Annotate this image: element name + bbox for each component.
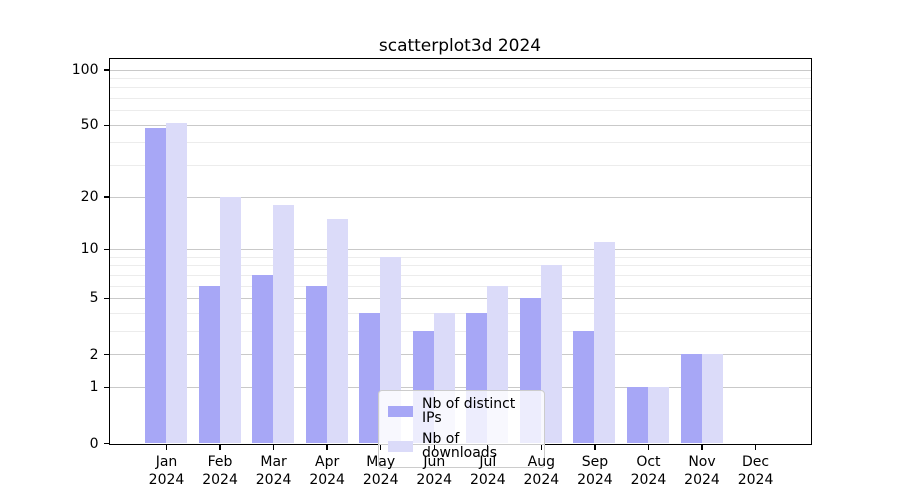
- x-tick-mark: [433, 444, 435, 450]
- minor-gridline: [110, 312, 811, 314]
- x-tick-mark: [380, 444, 382, 450]
- bar-distinct-ips: [305, 285, 327, 443]
- bar-distinct-ips: [573, 330, 595, 443]
- bar-distinct-ips: [198, 285, 220, 443]
- x-tick-mark: [272, 444, 275, 450]
- minor-gridline: [110, 110, 811, 112]
- legend-entry-distinct-ips: Nb of distinct IPs: [388, 397, 536, 425]
- y-tick-mark: [103, 69, 110, 71]
- bar-distinct-ips: [145, 128, 166, 443]
- plot-area: Nb of distinct IPs Nb of downloads: [109, 58, 812, 468]
- y-tick-label: 100: [71, 62, 99, 78]
- major-gridline: [110, 354, 811, 356]
- x-tick-mark: [754, 444, 757, 450]
- y-tick-label: 2: [89, 346, 99, 363]
- minor-gridline: [110, 165, 811, 167]
- x-tick-label: Jul 2024: [469, 453, 506, 488]
- x-tick-mark: [701, 444, 703, 450]
- bar-downloads: [166, 123, 187, 443]
- y-tick-mark: [103, 297, 110, 300]
- x-tick-label: Jun 2024: [416, 453, 453, 488]
- bar-distinct-ips: [359, 312, 381, 443]
- major-gridline: [110, 69, 811, 71]
- minor-gridline: [110, 330, 811, 332]
- minor-gridline: [110, 77, 811, 79]
- x-tick-mark: [165, 444, 168, 450]
- bar-distinct-ips: [680, 354, 702, 443]
- y-tick-label: 0: [89, 435, 99, 452]
- minor-gridline: [110, 142, 811, 144]
- y-tick-label: 20: [80, 189, 99, 206]
- legend: Nb of distinct IPs Nb of downloads: [378, 390, 545, 468]
- bar-downloads: [540, 265, 562, 443]
- minor-gridline: [110, 256, 811, 258]
- x-tick-label: Aug 2024: [523, 453, 560, 488]
- x-tick-mark: [219, 444, 221, 450]
- bar-distinct-ips: [626, 386, 648, 443]
- minor-gridline: [110, 87, 811, 89]
- minor-gridline: [110, 98, 811, 100]
- bar-downloads: [273, 204, 295, 443]
- y-tick-label: 50: [80, 117, 99, 134]
- chart-title: scatterplot3d 2024: [378, 36, 542, 56]
- legend-entry-downloads: Nb of downloads: [388, 432, 536, 460]
- legend-swatch-distinct-ips: [388, 405, 413, 417]
- x-tick-label: Nov 2024: [684, 453, 720, 488]
- y-tick-mark: [103, 353, 110, 356]
- x-tick-label: Dec 2024: [737, 453, 774, 488]
- major-gridline: [110, 386, 811, 388]
- bar-distinct-ips: [252, 274, 274, 443]
- y-tick-label: 10: [80, 241, 99, 258]
- y-tick-label: 5: [89, 290, 99, 307]
- x-tick-label: May 2024: [362, 453, 399, 488]
- x-tick-label: Apr 2024: [309, 453, 345, 488]
- y-tick-label: 1: [89, 379, 99, 396]
- major-gridline: [110, 248, 811, 250]
- major-gridline: [110, 297, 811, 299]
- x-tick-mark: [594, 444, 596, 450]
- bar-downloads: [647, 386, 669, 443]
- x-tick-label: Feb 2024: [202, 453, 238, 488]
- x-tick-label: Jan 2024: [148, 453, 185, 488]
- major-gridline: [110, 196, 811, 198]
- y-tick-mark: [103, 124, 110, 126]
- bar-downloads: [219, 196, 241, 443]
- legend-label-distinct-ips: Nb of distinct IPs: [422, 396, 516, 426]
- x-tick-label: Oct 2024: [630, 453, 667, 488]
- legend-swatch-downloads: [388, 440, 413, 452]
- x-tick-mark: [487, 444, 489, 450]
- y-tick-mark: [103, 248, 110, 251]
- x-tick-mark: [647, 444, 650, 450]
- bar-downloads: [701, 354, 723, 443]
- bar-downloads: [594, 241, 616, 443]
- legend-label-downloads: Nb of downloads: [422, 431, 497, 461]
- x-tick-label: Mar 2024: [255, 453, 292, 488]
- x-tick-mark: [326, 444, 328, 450]
- y-tick-mark: [103, 386, 110, 389]
- y-tick-mark: [103, 196, 110, 198]
- y-tick-mark: [103, 442, 110, 445]
- x-tick-mark: [540, 444, 543, 450]
- x-tick-label: Sep 2024: [577, 453, 613, 488]
- minor-gridline: [110, 285, 811, 287]
- minor-gridline: [110, 265, 811, 267]
- minor-gridline: [110, 274, 811, 276]
- bar-downloads: [326, 218, 348, 443]
- major-gridline: [110, 124, 811, 126]
